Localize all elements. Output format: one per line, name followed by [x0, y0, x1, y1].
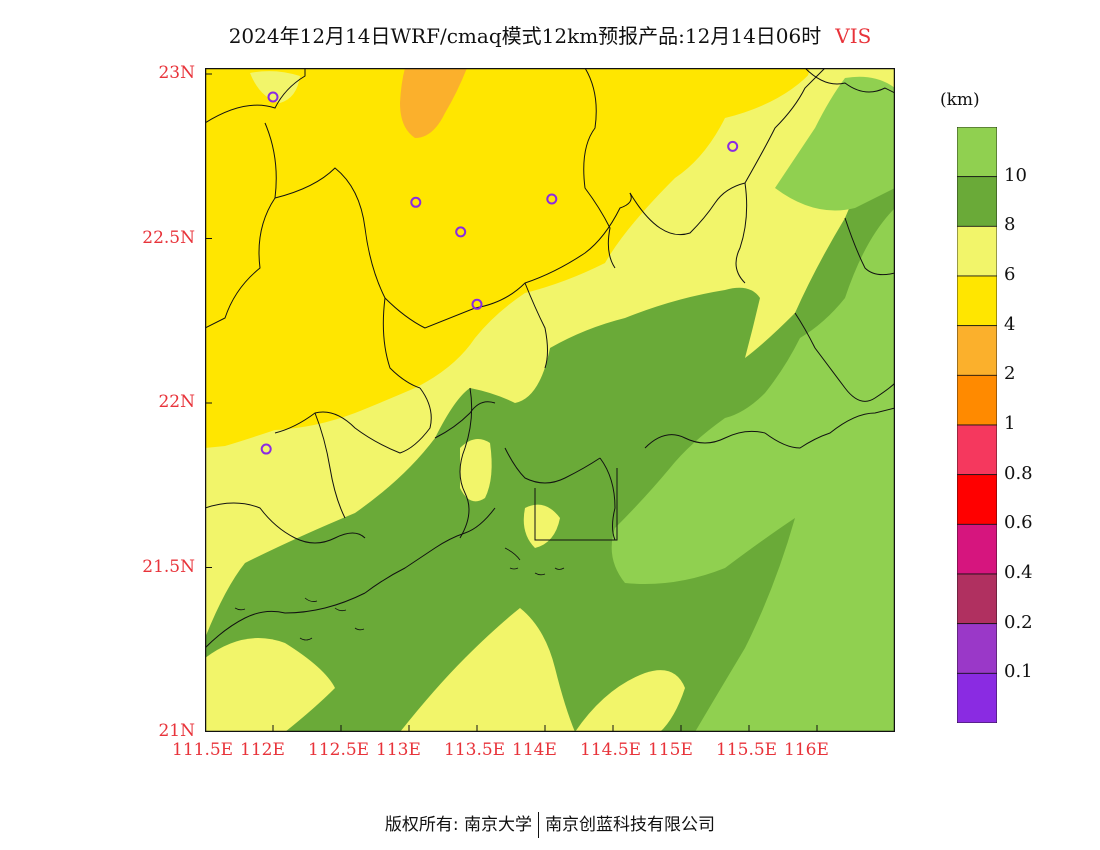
colorbar-swatch	[957, 573, 997, 625]
region-vis-6-8	[205, 638, 335, 732]
colorbar-label: 0.8	[1004, 462, 1033, 484]
region-vis-8-10	[205, 148, 895, 732]
colorbar-swatch	[957, 672, 997, 723]
colorbar-swatch	[957, 275, 997, 327]
lat-tick-label: 21N	[158, 721, 195, 741]
colorbar	[957, 127, 997, 723]
station-markers	[260, 91, 739, 455]
colorbar-label: 0.6	[1004, 512, 1033, 534]
title-text: 2024年12月14日WRF/cmaq模式12km预报产品:12月14日06时	[228, 24, 822, 48]
visibility-map	[205, 68, 895, 732]
colorbar-label: 1	[1004, 413, 1016, 434]
colorbar-label: 0.1	[1004, 661, 1033, 683]
station-marker	[471, 298, 483, 310]
region-vis-6-8	[575, 670, 685, 732]
coast-islands	[234, 547, 565, 641]
lon-tick-label: 115E	[648, 740, 693, 760]
colorbar-swatch	[957, 623, 997, 674]
map-title: 2024年12月14日WRF/cmaq模式12km预报产品:12月14日06时 V…	[0, 20, 1100, 49]
colorbar-swatch	[957, 325, 997, 376]
colorbar-swatch	[957, 176, 997, 227]
lon-tick-label: 112E	[240, 740, 285, 760]
lon-tick-label: 112.5E	[308, 740, 370, 760]
lon-tick-label: 111.5E	[172, 740, 234, 760]
footer-divider	[538, 812, 540, 838]
station-marker	[455, 226, 467, 238]
footer: 版权所有: 南京大学 南京创蓝科技有限公司	[0, 810, 1100, 838]
region-vis-gt10	[775, 76, 895, 211]
region-vis-6-8	[250, 71, 300, 103]
lon-tick-label: 115.5E	[716, 740, 778, 760]
region-vis-2-4	[400, 68, 467, 138]
station-marker	[727, 140, 739, 152]
colorbar-swatch	[957, 127, 997, 178]
colorbar-label: 2	[1004, 363, 1016, 385]
lat-tick-label: 23N	[158, 63, 195, 83]
admin-boundaries	[205, 68, 895, 649]
colorbar-swatch	[957, 424, 997, 476]
footer-copyright: 版权所有: 南京大学	[384, 815, 533, 835]
colorbar-swatch	[957, 374, 997, 426]
region-vis-4-6	[205, 68, 815, 448]
station-marker	[260, 443, 272, 455]
station-marker	[546, 193, 558, 205]
variable-label: VIS	[835, 24, 872, 48]
colorbar-label: 10	[1004, 164, 1027, 186]
colorbar-label: 8	[1004, 214, 1016, 236]
lat-tick-label: 22.5N	[142, 227, 195, 248]
lon-tick-label: 114E	[512, 740, 557, 760]
colorbar-swatch	[957, 474, 997, 525]
colorbar-swatch	[957, 523, 997, 575]
colorbar-unit: (km)	[940, 90, 980, 110]
footer-company: 南京创蓝科技有限公司	[545, 815, 716, 835]
region-vis-gt10	[611, 208, 895, 732]
station-marker	[267, 91, 279, 103]
region-vis-6-8	[523, 504, 560, 548]
lon-tick-label: 113.5E	[444, 740, 506, 760]
lat-tick-label: 22N	[158, 392, 195, 412]
lon-tick-label: 114.5E	[580, 740, 642, 760]
colorbar-label: 0.4	[1004, 562, 1033, 583]
region-vis-6-8	[400, 608, 575, 732]
colorbar-label: 4	[1004, 313, 1016, 335]
lon-tick-label: 113E	[376, 740, 421, 760]
region-vis-6-8	[460, 439, 492, 502]
station-marker	[410, 196, 422, 208]
colorbar-swatch	[957, 225, 997, 277]
colorbar-label: 0.2	[1004, 611, 1033, 633]
colorbar-label: 6	[1004, 264, 1016, 285]
map-border	[205, 68, 895, 732]
lat-tick-label: 21.5N	[142, 556, 195, 577]
lon-tick-label: 116E	[784, 740, 829, 760]
